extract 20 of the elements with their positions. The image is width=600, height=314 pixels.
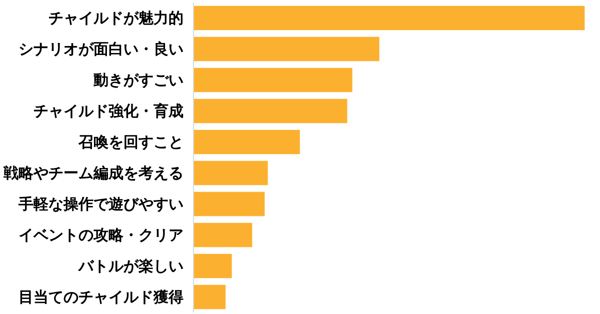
- bar: [194, 222, 252, 248]
- bar: [194, 68, 352, 92]
- bar: [194, 130, 300, 154]
- y-tick-label: 手軽な操作で遊びやすい: [18, 195, 184, 213]
- bar: [194, 36, 380, 62]
- bar: [194, 6, 585, 30]
- bar: [194, 192, 265, 216]
- y-tick-label: 動きがすごい: [92, 71, 184, 89]
- y-tick-label: 目当てのチャイルド獲得: [18, 288, 184, 306]
- bar: [194, 160, 268, 186]
- y-tick-label: バトルが楽しい: [78, 257, 184, 275]
- bar: [194, 284, 226, 310]
- y-tick-label: シナリオが面白い・良い: [18, 40, 184, 58]
- bar: [194, 98, 348, 124]
- y-tick-label: チャイルド強化・育成: [34, 102, 184, 120]
- y-tick-label: 召喚を回すこと: [78, 133, 184, 151]
- y-tick-label: イベントの攻略・クリア: [18, 226, 184, 244]
- y-tick-label: チャイルドが魅力的: [48, 9, 184, 27]
- y-tick-label: 戦略やチーム編成を考える: [2, 164, 184, 182]
- bar: [194, 254, 232, 278]
